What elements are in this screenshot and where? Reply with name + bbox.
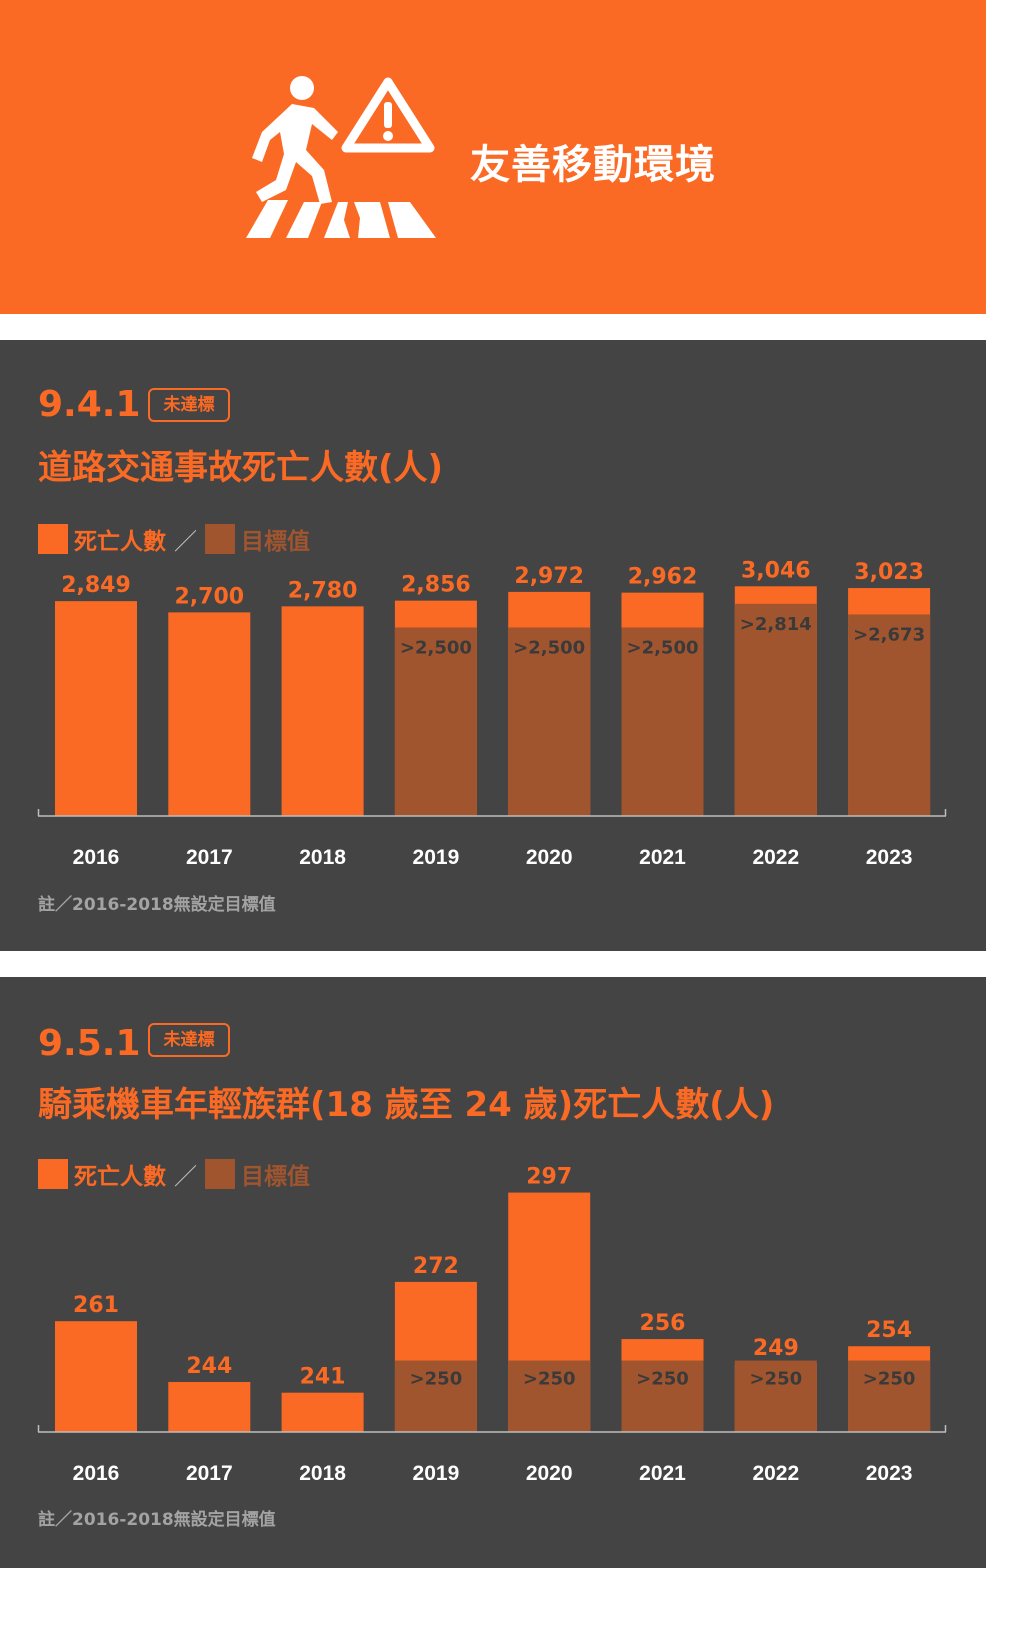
bar-chart-9-5-1: 261 2016 244 2017 241 2018 >250 272 2019 >250 297 2… <box>37 1165 947 1485</box>
warning-triangle-icon <box>341 77 435 153</box>
chart-note: 註／2016-2018無設定目標值 <box>38 895 276 915</box>
bar-target-2021 <box>621 627 704 816</box>
target-value-label: >2,500 <box>626 637 698 658</box>
value-label: 2,972 <box>514 564 584 589</box>
value-label: 254 <box>866 1318 912 1343</box>
bar-target-2023 <box>848 1360 931 1432</box>
value-label: 272 <box>413 1254 459 1279</box>
bar-target-2020 <box>508 1360 591 1432</box>
target-value-label: >250 <box>749 1369 802 1390</box>
bar-actual-2016 <box>55 601 137 816</box>
x-tick-label: 2019 <box>413 1462 460 1485</box>
legend-label-target: 目標值 <box>241 529 310 555</box>
section-panel-9-5-1: 9.5.1 未達標 騎乘機車年輕族群(18 歲至 24 歲)死亡人數(人) 死亡… <box>0 977 986 1568</box>
target-value-label: >250 <box>523 1369 576 1390</box>
x-tick-label: 2022 <box>752 1462 799 1485</box>
value-label: 3,023 <box>854 560 924 585</box>
bar-actual-2017 <box>168 612 251 816</box>
pedestrian-crossing-icon <box>246 76 436 238</box>
legend-separator: ／ <box>174 1164 197 1190</box>
x-tick-label: 2019 <box>413 846 460 869</box>
value-label: 2,962 <box>628 565 698 590</box>
x-tick-label: 2021 <box>639 1462 686 1485</box>
x-tick-label: 2020 <box>526 1462 573 1485</box>
bar-target-2019 <box>394 627 477 816</box>
target-value-label: >250 <box>863 1369 916 1390</box>
bar-target-2021 <box>621 1360 704 1432</box>
chart-legend: 死亡人數 ／ 目標值 <box>38 524 310 555</box>
bar-target-2022 <box>734 1360 817 1432</box>
legend-swatch-actual <box>38 524 68 554</box>
legend-separator: ／ <box>174 529 197 555</box>
x-tick-label: 2021 <box>639 846 686 869</box>
bar-actual-2016 <box>55 1321 137 1432</box>
indicator-code: 9.5.1 <box>38 1023 141 1064</box>
bar-target-2022 <box>734 603 817 816</box>
section-title: 騎乘機車年輕族群(18 歲至 24 歲)死亡人數(人) <box>38 1085 775 1125</box>
legend-label-actual: 死亡人數 <box>74 529 166 555</box>
indicator-code: 9.4.1 <box>38 384 141 425</box>
target-value-label: >2,500 <box>513 637 585 658</box>
legend-label-actual: 死亡人數 <box>74 1164 166 1190</box>
x-tick-label: 2023 <box>866 1462 913 1485</box>
x-tick-label: 2016 <box>73 846 120 869</box>
section-panel-9-4-1: 9.4.1 未達標 道路交通事故死亡人數(人) 死亡人數 ／ 目標值 2,849… <box>0 340 986 951</box>
legend-swatch-target <box>205 1159 235 1189</box>
section-title: 道路交通事故死亡人數(人) <box>38 448 444 488</box>
target-value-label: >250 <box>410 1369 463 1390</box>
value-label: 2,700 <box>175 584 245 609</box>
value-label: 244 <box>186 1354 232 1379</box>
x-tick-label: 2016 <box>73 1462 120 1485</box>
x-tick-label: 2020 <box>526 846 573 869</box>
legend-swatch-actual <box>38 1159 68 1189</box>
value-label: 241 <box>300 1365 346 1390</box>
bar-actual-2017 <box>168 1381 251 1432</box>
chart-legend: 死亡人數 ／ 目標值 <box>38 1159 310 1190</box>
x-tick-label: 2018 <box>299 846 346 869</box>
bar-target-2019 <box>394 1360 477 1432</box>
status-badge: 未達標 <box>148 388 230 422</box>
bar-target-2023 <box>848 614 931 816</box>
value-label: 297 <box>526 1165 572 1190</box>
x-tick-label: 2023 <box>866 846 913 869</box>
bar-target-2020 <box>508 627 591 816</box>
value-label: 2,856 <box>401 573 471 598</box>
value-label: 261 <box>73 1293 119 1318</box>
value-label: 256 <box>640 1311 686 1336</box>
bar-actual-2018 <box>281 606 364 816</box>
x-tick-label: 2017 <box>186 1462 233 1485</box>
x-tick-label: 2018 <box>299 1462 346 1485</box>
page-title: 友善移動環境 <box>470 142 716 188</box>
legend-label-target: 目標值 <box>241 1164 310 1190</box>
x-tick-label: 2017 <box>186 846 233 869</box>
bar-chart-9-4-1: 2,849 2016 2,700 2017 2,780 2018 >2,500 2,856 20… <box>37 558 947 869</box>
target-value-label: >2,500 <box>400 637 472 658</box>
chart-note: 註／2016-2018無設定目標值 <box>38 1510 276 1530</box>
value-label: 249 <box>753 1336 799 1361</box>
bar-actual-2018 <box>281 1392 364 1432</box>
value-label: 2,780 <box>288 578 358 603</box>
status-badge: 未達標 <box>148 1023 230 1057</box>
target-value-label: >2,673 <box>853 624 925 645</box>
value-label: 2,849 <box>61 573 131 598</box>
target-value-label: >2,814 <box>740 614 812 635</box>
value-label: 3,046 <box>741 558 811 583</box>
legend-swatch-target <box>205 524 235 554</box>
x-tick-label: 2022 <box>752 846 799 869</box>
target-value-label: >250 <box>636 1369 689 1390</box>
header-banner: 友善移動環境 <box>0 0 986 314</box>
